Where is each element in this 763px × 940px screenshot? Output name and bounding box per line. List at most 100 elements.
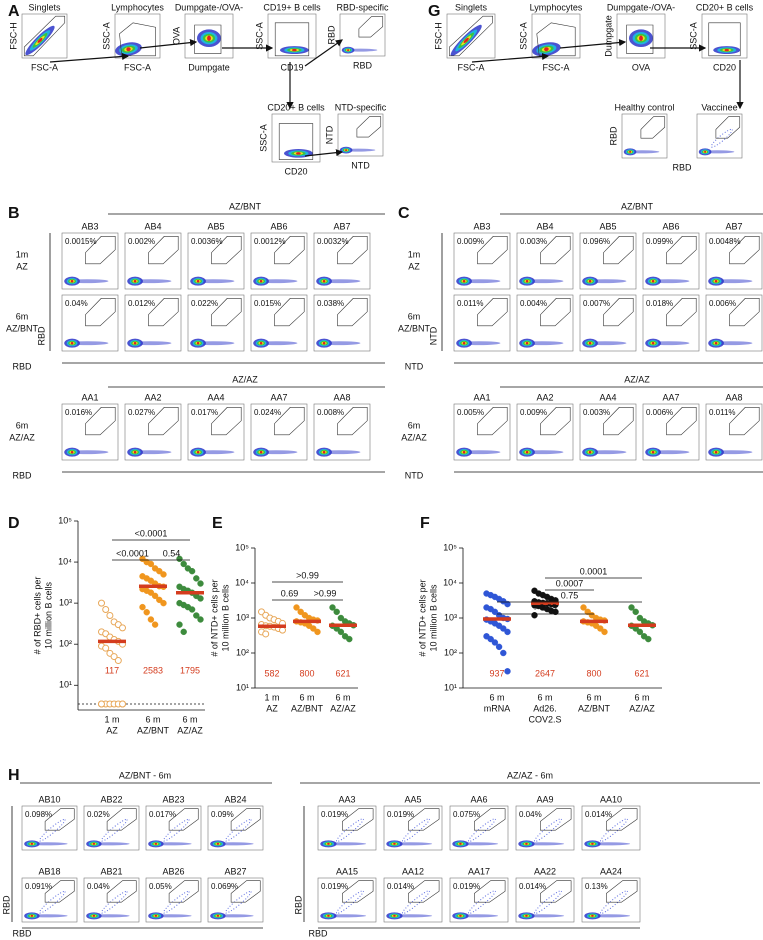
median-label: 621 — [335, 668, 350, 678]
gate — [85, 407, 116, 436]
percentage: 0.0048% — [709, 237, 741, 246]
data-point — [504, 600, 511, 608]
percentage: 0.02% — [87, 810, 110, 819]
row-label: AZ/BNT — [398, 323, 431, 333]
y-tick-label: 10⁴ — [235, 577, 249, 587]
row-label: 1m — [408, 249, 421, 259]
percentage: 0.096% — [583, 237, 610, 246]
plot-title: CD20+ B cells — [696, 2, 754, 12]
row-label: 1m — [16, 249, 29, 259]
y-label: # of NTD+ cells per — [209, 579, 219, 656]
data-point — [329, 604, 336, 611]
percentage: 0.015% — [254, 299, 281, 308]
percentage: 0.069% — [211, 882, 238, 891]
data-point — [504, 628, 511, 636]
percentage: 0.099% — [646, 237, 673, 246]
percentage: 0.04% — [87, 882, 110, 891]
density — [133, 279, 137, 283]
percentage: 0.019% — [453, 882, 480, 891]
percentage: 0.09% — [211, 810, 234, 819]
panel-label: C — [398, 205, 410, 222]
percentage: 0.13% — [585, 882, 608, 891]
x-label: FSC-A — [458, 62, 485, 72]
density — [216, 914, 220, 917]
density — [345, 149, 348, 152]
row-label: 6m — [16, 420, 29, 430]
data-point — [102, 605, 110, 613]
column-label: AB4 — [536, 221, 553, 231]
x-tick-label: AZ/AZ — [177, 725, 203, 735]
column-label: AB26 — [162, 866, 184, 876]
density — [92, 914, 96, 917]
y-label: 10 million B cells — [43, 581, 53, 649]
y-tick-label: 10¹ — [236, 682, 249, 692]
plot-title: CD20+ B cells — [267, 102, 325, 112]
p-value: <0.0001 — [135, 528, 168, 538]
column-label: AA15 — [336, 866, 358, 876]
gate — [230, 880, 261, 903]
gate — [640, 116, 666, 139]
x-tick-label: 6 m — [335, 692, 350, 702]
data-point — [119, 700, 126, 708]
data-point — [584, 608, 591, 616]
y-tick-label: 10³ — [59, 598, 72, 608]
density — [639, 35, 643, 41]
scatter-cloud — [38, 890, 66, 914]
data-point — [106, 612, 114, 619]
x-tick-label: 6 m — [182, 714, 197, 724]
percentage: 0.091% — [25, 882, 52, 891]
x-label: CD20 — [284, 166, 307, 176]
gate — [148, 407, 179, 436]
percentage: 0.075% — [453, 810, 480, 819]
data-point — [487, 635, 494, 643]
data-point — [632, 608, 639, 616]
x-tick-label: 6 m — [489, 692, 504, 702]
data-point — [193, 575, 200, 582]
density — [70, 279, 74, 283]
median-label: 800 — [586, 668, 601, 678]
scatter-cloud — [533, 818, 562, 843]
x-tick-label: mRNA — [484, 703, 511, 713]
data-point — [180, 628, 187, 636]
x-tick-label: AZ/BNT — [291, 703, 324, 713]
x-label: NTD — [351, 160, 370, 170]
gate — [626, 24, 654, 54]
gate — [356, 116, 382, 138]
percentage: 0.017% — [149, 810, 176, 819]
percentage: 0.009% — [520, 408, 547, 417]
data-point — [102, 644, 110, 652]
gate — [540, 236, 571, 265]
data-point — [636, 614, 644, 622]
density — [629, 150, 632, 153]
density — [70, 450, 74, 454]
density — [714, 341, 718, 345]
data-point — [636, 628, 644, 636]
density — [154, 842, 158, 845]
y-label: SSC-A — [101, 22, 111, 50]
plot-title: Dumpgate-/OVA- — [175, 2, 243, 12]
column-label: AB21 — [100, 866, 122, 876]
arrow — [139, 39, 198, 49]
density — [327, 842, 330, 845]
p-value: 0.54 — [163, 548, 181, 558]
y-label: RBD — [293, 895, 303, 915]
density — [126, 47, 131, 52]
x-label: FSC-A — [31, 62, 58, 72]
median-label: 1795 — [180, 666, 200, 676]
y-label: 10 million B cells — [220, 584, 230, 652]
gate — [540, 298, 571, 327]
gate — [85, 298, 116, 327]
column-label: AA10 — [600, 794, 622, 804]
column-label: AA3 — [338, 794, 355, 804]
data-point — [98, 599, 105, 607]
y-tick-label: 10¹ — [59, 680, 72, 690]
y-label: NTD — [324, 125, 334, 144]
density — [133, 341, 137, 345]
plot-title: NTD-specific — [335, 102, 387, 112]
percentage: 0.002% — [128, 237, 155, 246]
gate — [274, 236, 305, 265]
p-value: >0.99 — [296, 570, 319, 580]
percentage: 0.003% — [520, 237, 547, 246]
column-label: AB10 — [38, 794, 60, 804]
